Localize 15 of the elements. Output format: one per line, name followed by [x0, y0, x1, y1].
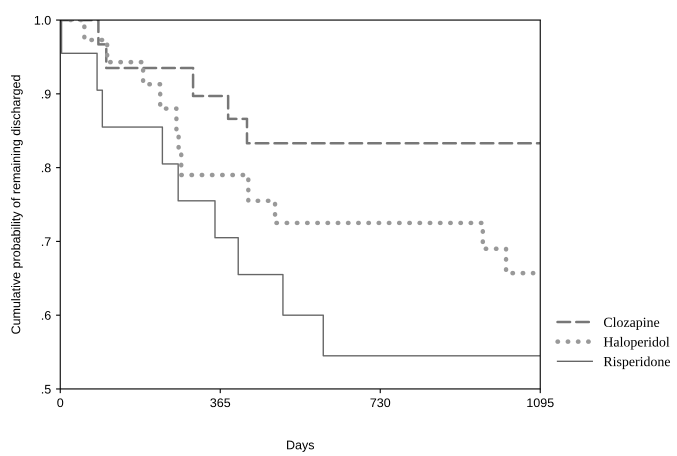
legend-label: Risperidone — [604, 356, 670, 370]
x-tick-label: 1095 — [527, 398, 554, 408]
x-tick-label: 730 — [370, 398, 390, 408]
x-tick-label: 0 — [57, 398, 64, 408]
y-tick-label: .9 — [42, 90, 51, 98]
y-tick-label: 1.0 — [34, 16, 51, 25]
legend-label: Clozapine — [604, 317, 660, 330]
x-axis-title: Days — [287, 440, 314, 452]
x-tick-label: 365 — [210, 398, 230, 408]
y-tick-label: .6 — [42, 310, 51, 320]
y-tick-label: .7 — [42, 237, 51, 246]
y-axis-title: Cumulative probability of remaining discharged — [11, 75, 23, 334]
legend-label: Haloperidol — [604, 336, 670, 350]
y-tick-label: .5 — [42, 384, 51, 394]
y-tick-label: .8 — [42, 163, 51, 172]
